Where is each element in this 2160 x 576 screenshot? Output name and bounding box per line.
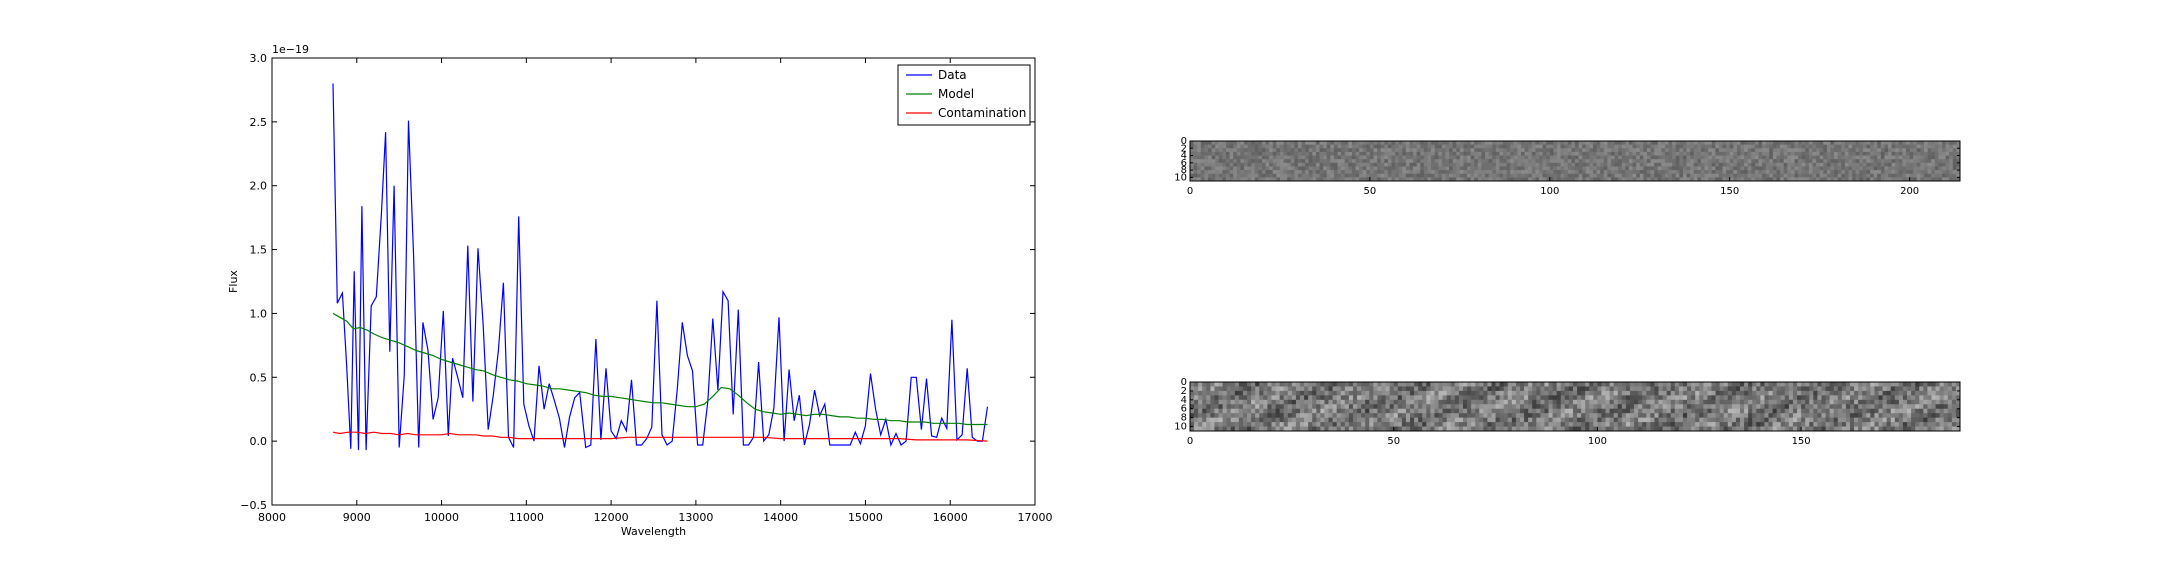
x-tick-label: 9000 bbox=[343, 511, 371, 524]
y-offset-label: 1e−19 bbox=[272, 43, 309, 56]
y-tick-label: 8 bbox=[1181, 413, 1187, 424]
legend-label: Contamination bbox=[938, 106, 1026, 120]
y-tick-label: 10 bbox=[1174, 422, 1187, 433]
y-axis-label: Flux bbox=[227, 270, 240, 293]
x-tick-label: 15000 bbox=[848, 511, 883, 524]
x-tick-label: 13000 bbox=[678, 511, 713, 524]
x-tick-label: 50 bbox=[1387, 436, 1400, 447]
image-frame bbox=[1189, 381, 1961, 432]
y-tick-label: 4 bbox=[1181, 151, 1187, 162]
x-tick-label: 10000 bbox=[424, 511, 459, 524]
x-tick-label: 17000 bbox=[1018, 511, 1053, 524]
x-tick-label: 14000 bbox=[763, 511, 798, 524]
y-tick-label: 0 bbox=[1181, 136, 1187, 147]
legend: Data Model Contamination bbox=[897, 64, 1031, 126]
image-pixels bbox=[1190, 141, 1961, 182]
y-tick-label: 6 bbox=[1181, 404, 1187, 415]
x-tick-label: 150 bbox=[1792, 436, 1811, 447]
series-line-model bbox=[332, 312, 988, 426]
x-tick-label: 50 bbox=[1364, 186, 1377, 197]
y-tick-label: −0.5 bbox=[240, 499, 267, 512]
y-tick-label: 10 bbox=[1174, 172, 1187, 183]
image-pixels bbox=[1190, 382, 1961, 432]
y-tick-label: 6 bbox=[1181, 158, 1187, 169]
y-tick-label: 2.0 bbox=[250, 180, 268, 193]
x-tick-label: 100 bbox=[1588, 436, 1607, 447]
spectrum-plot: 8000 9000 10000 11000 12000 13000 14000 15000 16… bbox=[227, 43, 1053, 538]
y-tick-label: 2.5 bbox=[250, 116, 268, 129]
y-tick-label: 4 bbox=[1181, 395, 1187, 406]
y-tick-label: 1.0 bbox=[250, 307, 268, 320]
y-tick-label: 1.5 bbox=[250, 244, 268, 257]
legend-label: Data bbox=[938, 68, 967, 82]
x-tick-label: 0 bbox=[1187, 186, 1193, 197]
y-tick-label: 3.0 bbox=[250, 52, 268, 65]
y-tick-label: 0.0 bbox=[250, 435, 268, 448]
x-tick-label: 16000 bbox=[933, 511, 968, 524]
series-line-data bbox=[332, 83, 989, 451]
image-frame bbox=[1189, 140, 1961, 182]
x-tick-label: 11000 bbox=[509, 511, 544, 524]
x-tick-label: 8000 bbox=[258, 511, 286, 524]
x-tick-label: 12000 bbox=[594, 511, 629, 524]
y-tick-label: 2 bbox=[1181, 386, 1187, 397]
x-tick-label: 100 bbox=[1540, 186, 1559, 197]
x-tick-label: 200 bbox=[1900, 186, 1919, 197]
y-tick-label: 0.5 bbox=[250, 371, 268, 384]
x-tick-label: 150 bbox=[1720, 186, 1739, 197]
x-tick-label: 0 bbox=[1187, 436, 1193, 447]
y-tick-label: 2 bbox=[1181, 143, 1187, 154]
x-axis-label: Wavelength bbox=[621, 525, 686, 538]
series-group bbox=[332, 83, 989, 451]
series-line-contamination bbox=[332, 431, 988, 442]
y-tick-label: 0 bbox=[1181, 377, 1187, 388]
y-tick-label: 8 bbox=[1181, 165, 1187, 176]
legend-label: Model bbox=[938, 87, 974, 101]
